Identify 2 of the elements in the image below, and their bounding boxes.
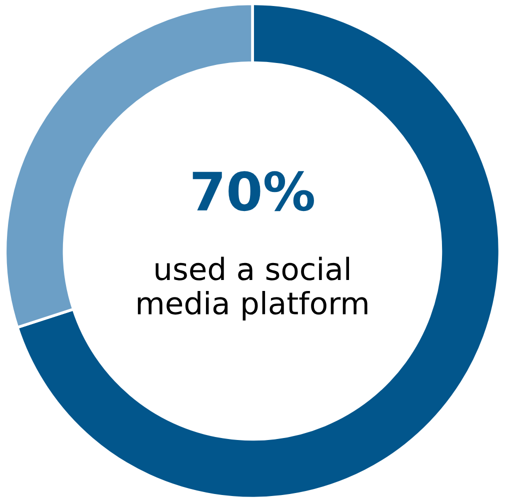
text: used a social media platform bbox=[138, 256, 368, 321]
data-label: 70% bbox=[192, 171, 314, 212]
